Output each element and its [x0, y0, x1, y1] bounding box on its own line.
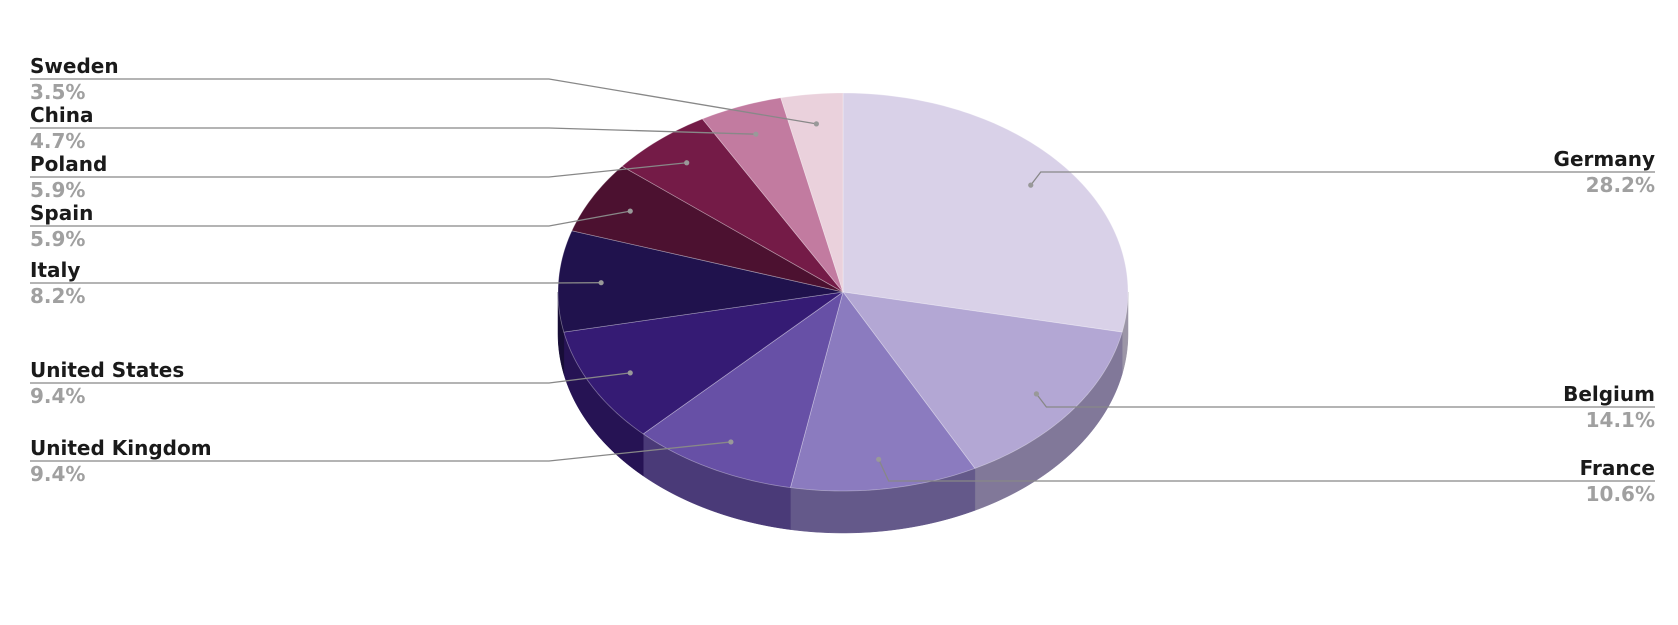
slice-label-italy: Italy	[30, 258, 80, 282]
slice-label-spain: Spain	[30, 201, 93, 225]
pie-slice-sweden[interactable]	[780, 92, 844, 293]
pie-slice-united-states[interactable]	[563, 291, 844, 435]
leader-line-poland	[30, 162, 687, 178]
slice-pct-italy: 8.2%	[30, 284, 85, 308]
pie-side-italy	[557, 291, 565, 375]
slice-label-china: China	[30, 103, 94, 127]
leader-line-germany	[1030, 171, 1655, 186]
leader-line-sweden	[30, 78, 817, 125]
slice-pct-united-states: 9.4%	[30, 384, 85, 408]
leader-dot-united-states	[627, 370, 633, 376]
pie-slice-poland[interactable]	[621, 118, 844, 293]
slice-label-france: France	[1580, 456, 1655, 480]
leader-dot-france	[876, 456, 882, 462]
slice-label-belgium: Belgium	[1563, 382, 1655, 406]
pie-sides	[557, 291, 1129, 534]
pie-slice-germany[interactable]	[842, 92, 1129, 333]
pie-slice-italy[interactable]	[557, 230, 844, 333]
leader-dot-united-kingdom	[728, 439, 734, 445]
leader-dot-sweden	[813, 121, 819, 127]
leader-line-china	[30, 127, 756, 135]
pie-slice-france[interactable]	[789, 291, 976, 492]
leader-line-united-kingdom	[30, 441, 731, 462]
slice-label-united-states: United States	[30, 358, 184, 382]
slice-label-sweden: Sweden	[30, 54, 119, 78]
leader-dot-poland	[684, 160, 690, 166]
pie-slice-united-kingdom[interactable]	[642, 291, 844, 489]
slice-pct-poland: 5.9%	[30, 178, 85, 202]
slice-label-poland: Poland	[30, 152, 107, 176]
leader-dot-italy	[598, 280, 604, 286]
pie-slices	[557, 92, 1129, 492]
slice-pct-china: 4.7%	[30, 129, 85, 153]
slice-pct-belgium: 14.1%	[1586, 408, 1655, 432]
leader-line-belgium	[1035, 393, 1655, 408]
slice-pct-spain: 5.9%	[30, 227, 85, 251]
leader-line-united-states	[30, 372, 631, 384]
slice-pct-germany: 28.2%	[1586, 173, 1655, 197]
leader-line-france	[878, 459, 1655, 482]
slice-pct-united-kingdom: 9.4%	[30, 462, 85, 486]
leader-dot-spain	[627, 208, 633, 214]
slice-pct-sweden: 3.5%	[30, 80, 85, 104]
slice-pct-france: 10.6%	[1586, 482, 1655, 506]
leader-dot-germany	[1028, 182, 1034, 188]
slice-label-united-kingdom: United Kingdom	[30, 436, 212, 460]
pie-slice-belgium[interactable]	[842, 291, 1123, 469]
slice-label-germany: Germany	[1554, 147, 1655, 171]
leader-dot-china	[753, 131, 759, 137]
leader-dot-belgium	[1033, 391, 1040, 397]
leader-line-spain	[30, 210, 631, 227]
pie-slice-china[interactable]	[701, 97, 844, 293]
